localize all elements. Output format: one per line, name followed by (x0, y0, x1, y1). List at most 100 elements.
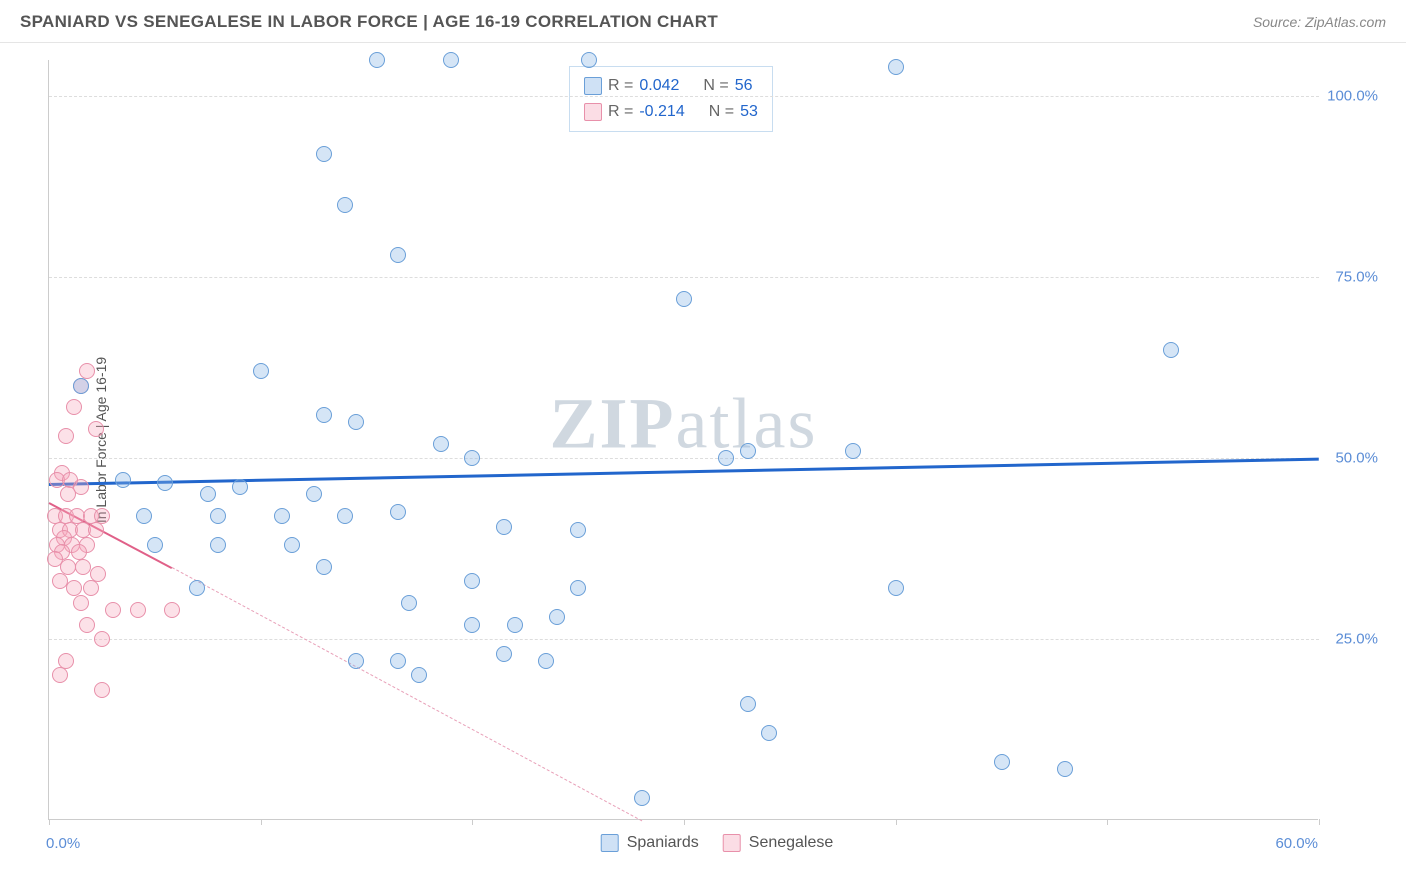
data-point (348, 653, 364, 669)
legend-label: Spaniards (627, 834, 699, 852)
data-point (136, 508, 152, 524)
legend-label: Senegalese (749, 834, 834, 852)
data-point (401, 595, 417, 611)
data-point (284, 537, 300, 553)
data-point (115, 472, 131, 488)
data-point (73, 595, 89, 611)
x-tick (896, 819, 897, 825)
legend-item: Senegalese (723, 834, 834, 852)
legend-n-label: N = (703, 73, 728, 99)
y-tick-label: 25.0% (1335, 631, 1378, 648)
data-point (316, 146, 332, 162)
data-point (634, 790, 650, 806)
y-tick-label: 50.0% (1335, 450, 1378, 467)
legend-swatch (584, 103, 602, 121)
data-point (60, 559, 76, 575)
data-point (75, 559, 91, 575)
data-point (464, 573, 480, 589)
data-point (147, 537, 163, 553)
gridline (49, 96, 1319, 97)
data-point (369, 52, 385, 68)
chart-header: SPANIARD VS SENEGALESE IN LABOR FORCE | … (0, 0, 1406, 43)
chart-source: Source: ZipAtlas.com (1253, 14, 1386, 30)
data-point (210, 508, 226, 524)
data-point (740, 696, 756, 712)
data-point (94, 631, 110, 647)
data-point (994, 754, 1010, 770)
x-tick (472, 819, 473, 825)
data-point (83, 580, 99, 596)
data-point (316, 559, 332, 575)
data-point (164, 602, 180, 618)
legend-swatch (601, 834, 619, 852)
data-point (888, 59, 904, 75)
data-point (274, 508, 290, 524)
legend-r-value: 0.042 (639, 73, 679, 99)
legend-r-label: R = (608, 73, 633, 99)
data-point (740, 443, 756, 459)
data-point (718, 450, 734, 466)
data-point (443, 52, 459, 68)
data-point (390, 247, 406, 263)
data-point (73, 378, 89, 394)
legend-n-value: 56 (735, 73, 753, 99)
watermark: ZIPatlas (550, 383, 818, 466)
legend-r-value: -0.214 (639, 99, 684, 125)
x-tick (261, 819, 262, 825)
legend-n-label: N = (709, 99, 734, 125)
y-tick-label: 75.0% (1335, 269, 1378, 286)
data-point (189, 580, 205, 596)
data-point (105, 602, 121, 618)
chart-area: In Labor Force | Age 16-19 ZIPatlas R = … (48, 60, 1386, 820)
data-point (390, 504, 406, 520)
data-point (433, 436, 449, 452)
correlation-legend: R = 0.042 N = 56 R = -0.214 N = 53 (569, 66, 773, 132)
data-point (676, 291, 692, 307)
legend-r-label: R = (608, 99, 633, 125)
data-point (58, 428, 74, 444)
data-point (306, 486, 322, 502)
data-point (316, 407, 332, 423)
data-point (94, 682, 110, 698)
series-legend: Spaniards Senegalese (601, 834, 834, 852)
data-point (464, 617, 480, 633)
x-axis-max-label: 60.0% (1275, 835, 1318, 852)
x-axis-min-label: 0.0% (46, 835, 80, 852)
data-point (130, 602, 146, 618)
data-point (200, 486, 216, 502)
chart-title: SPANIARD VS SENEGALESE IN LABOR FORCE | … (20, 12, 718, 32)
data-point (1163, 342, 1179, 358)
y-tick-label: 100.0% (1327, 88, 1378, 105)
data-point (581, 52, 597, 68)
data-point (157, 475, 173, 491)
legend-swatch (584, 77, 602, 95)
data-point (88, 421, 104, 437)
data-point (507, 617, 523, 633)
data-point (464, 450, 480, 466)
x-tick (1107, 819, 1108, 825)
data-point (549, 609, 565, 625)
data-point (348, 414, 364, 430)
data-point (52, 667, 68, 683)
legend-n-value: 53 (740, 99, 758, 125)
data-point (888, 580, 904, 596)
gridline (49, 458, 1319, 459)
data-point (496, 646, 512, 662)
data-point (1057, 761, 1073, 777)
gridline (49, 277, 1319, 278)
data-point (761, 725, 777, 741)
x-tick (1319, 819, 1320, 825)
data-point (570, 580, 586, 596)
data-point (253, 363, 269, 379)
x-tick (49, 819, 50, 825)
legend-row: R = 0.042 N = 56 (584, 73, 758, 99)
data-point (411, 667, 427, 683)
data-point (496, 519, 512, 535)
data-point (66, 399, 82, 415)
legend-row: R = -0.214 N = 53 (584, 99, 758, 125)
data-point (570, 522, 586, 538)
data-point (60, 486, 76, 502)
data-point (538, 653, 554, 669)
legend-item: Spaniards (601, 834, 699, 852)
data-point (845, 443, 861, 459)
